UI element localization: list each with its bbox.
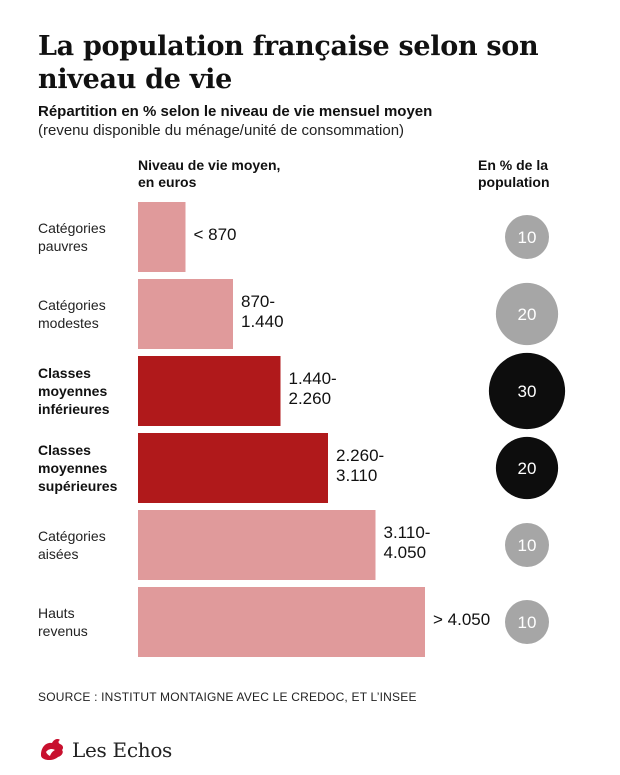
category-label: Hauts revenus — [38, 605, 88, 639]
population-pct-label: 20 — [518, 305, 537, 324]
rooster-logo-icon — [41, 739, 64, 761]
category-label: Catégories modestes — [38, 297, 106, 331]
column-header-population: En % de la population — [478, 157, 550, 190]
bar-1 — [138, 202, 186, 272]
population-circle — [495, 282, 559, 346]
income-range-label: 1.440- 2.260 — [288, 369, 337, 408]
population-pct-label: 10 — [518, 536, 537, 555]
population-circle — [495, 436, 559, 500]
category-label: Catégories aisées — [38, 528, 106, 562]
income-range-label: < 870 — [193, 225, 237, 244]
column-header-income: Niveau de vie moyen, en euros — [138, 157, 281, 190]
bar-3 — [138, 356, 281, 426]
category-label: Classes moyennes inférieures — [38, 365, 110, 417]
category-label: Catégories pauvres — [38, 220, 106, 254]
population-pct-label: 10 — [518, 228, 537, 247]
income-range-label: 870- 1.440 — [241, 292, 284, 331]
population-pct-label: 20 — [518, 459, 537, 478]
population-circle — [505, 523, 549, 567]
bar-4 — [138, 433, 328, 503]
source-note: SOURCE : INSTITUT MONTAIGNE AVEC LE CRED… — [38, 690, 417, 704]
population-circle — [505, 215, 549, 259]
chart-subtitle: Répartition en % selon le niveau de vie … — [38, 103, 433, 120]
population-pct-label: 10 — [518, 613, 537, 632]
population-circle — [488, 352, 566, 430]
bar-5 — [138, 510, 376, 580]
category-label: Classes moyennes supérieures — [38, 442, 118, 494]
bar-6 — [138, 587, 425, 657]
income-range-label: 3.110- 4.050 — [383, 523, 431, 562]
income-range-label: 2.260- 3.110 — [336, 446, 385, 485]
chart-canvas: 10 20 30 20 10 10 — [138, 202, 566, 657]
bar-2 — [138, 279, 233, 349]
logo-text: Les Echos — [72, 738, 173, 762]
population-circle — [505, 600, 549, 644]
income-range-label: > 4.050 — [433, 610, 491, 629]
les-echos-logo: Les Echos — [38, 736, 172, 764]
population-pct-label: 30 — [518, 382, 537, 401]
chart-title: La population française selon son niveau… — [38, 31, 539, 95]
chart-subtitle-note: (revenu disponible du ménage/unité de co… — [38, 122, 405, 139]
